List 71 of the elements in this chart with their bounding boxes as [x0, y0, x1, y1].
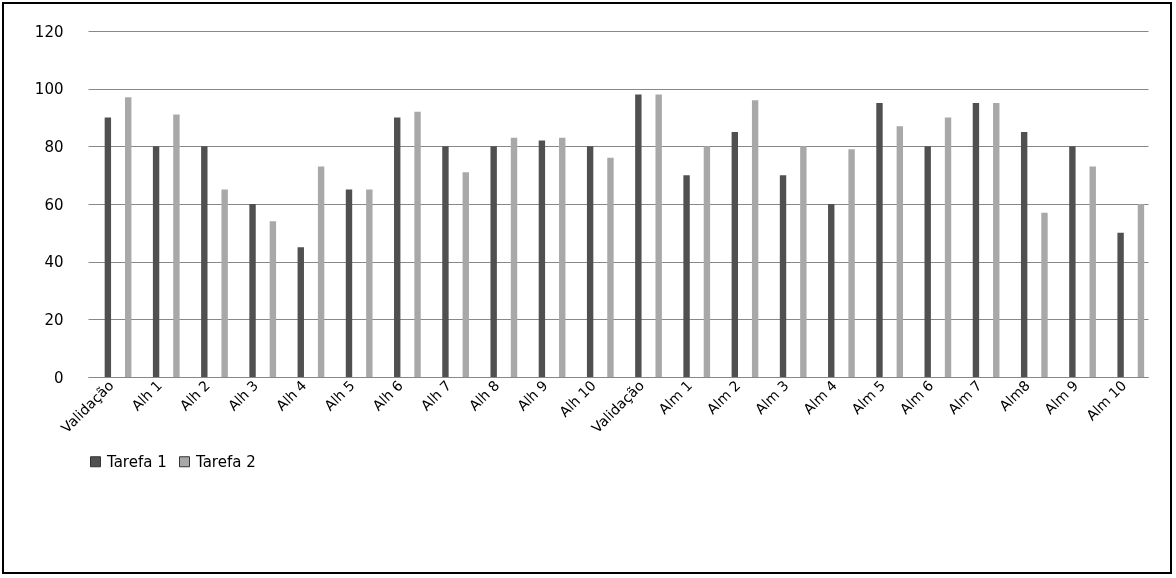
x-tick-label: Alm 4 [800, 377, 841, 418]
x-tick-label: Alh 6 [369, 377, 406, 414]
bar [538, 140, 546, 377]
bar [269, 221, 277, 377]
bar [800, 146, 807, 377]
x-tick-label: Alm 10 [1083, 377, 1130, 424]
bar [683, 175, 690, 377]
legend-label: Tarefa 1 [106, 452, 167, 471]
x-tick-label: Alh 1 [128, 377, 165, 414]
x-tick-label: Alm 1 [655, 377, 696, 418]
bar [848, 149, 855, 377]
x-tick-label: Alh 5 [321, 377, 358, 414]
bar [731, 131, 738, 377]
bar [876, 103, 883, 377]
y-tick-label: 120 [34, 22, 64, 41]
x-tick-label: Alh 4 [272, 377, 310, 414]
bar [442, 146, 449, 377]
bar [779, 175, 787, 377]
x-tick-label: Alh 8 [465, 377, 503, 414]
x-tick-label: Alm 5 [848, 377, 889, 418]
bar [462, 172, 469, 377]
bar [249, 204, 256, 377]
bar [201, 146, 208, 377]
y-tick-label: 20 [44, 310, 64, 329]
y-tick-label: 0 [53, 368, 64, 387]
x-tick-label: Alm 6 [896, 377, 937, 418]
y-tick-label: 80 [44, 137, 64, 156]
bar [1117, 232, 1124, 377]
bar [1089, 166, 1096, 377]
bar [655, 94, 662, 377]
x-tick-label: Alh 2 [176, 377, 214, 414]
x-tick-label: Alh 9 [514, 377, 551, 414]
bar [297, 247, 304, 377]
bar [345, 189, 353, 377]
bar [221, 189, 228, 377]
y-tick-label: 60 [44, 195, 64, 214]
bar [944, 117, 952, 377]
bar [414, 111, 421, 377]
bar [317, 166, 325, 377]
x-tick-label: Alh 3 [224, 377, 262, 414]
bar [972, 103, 980, 377]
bar [490, 146, 497, 377]
bar [635, 94, 642, 377]
bar [1069, 146, 1076, 377]
bar [152, 146, 160, 377]
bar [828, 204, 835, 377]
bar [510, 137, 518, 377]
x-tick-label: Alm 7 [944, 377, 985, 418]
bar [607, 157, 614, 377]
legend-label: Tarefa 2 [195, 452, 256, 471]
bar [173, 114, 180, 377]
x-tick-label: Alm 9 [1041, 377, 1082, 418]
bar [586, 146, 594, 377]
bar [394, 117, 401, 377]
bar [104, 117, 112, 377]
bar [703, 146, 711, 377]
x-tick-label: Alm 2 [703, 377, 744, 418]
bar [993, 103, 1000, 377]
bar [1020, 131, 1028, 377]
bar [751, 100, 759, 377]
bar [559, 137, 566, 377]
y-tick-label: 100 [34, 80, 64, 99]
bar [1041, 212, 1048, 377]
y-tick-label: 40 [44, 253, 64, 272]
bar [125, 97, 132, 377]
bar [366, 189, 373, 377]
x-tick-label: Alh 7 [417, 377, 455, 414]
bar [924, 146, 931, 377]
x-tick-label: Alm 3 [751, 377, 792, 418]
bar [1137, 204, 1145, 377]
bar [896, 126, 904, 377]
